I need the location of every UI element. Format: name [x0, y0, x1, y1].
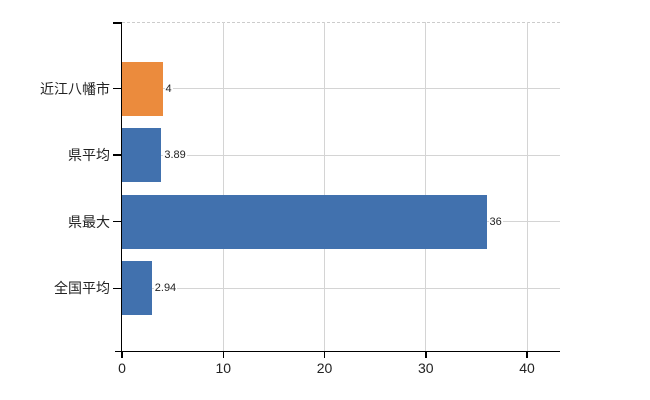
x-tick-label-40: 40 — [519, 360, 535, 376]
x-tick-label-20: 20 — [316, 360, 333, 376]
y-axis-category-tick-1 — [113, 154, 122, 156]
x-tick-label-30: 30 — [417, 360, 434, 376]
bar-value-label-2: 36 — [488, 213, 503, 230]
bar-value-label-1: 3.89 — [163, 147, 187, 164]
category-label-0: 近江八幡市 — [40, 80, 110, 97]
category-label-3: 全国平均 — [54, 280, 110, 297]
y-axis-top-cap-tick — [113, 22, 122, 24]
x-axis-tick-0 — [121, 352, 123, 358]
y-axis-category-tick-2 — [113, 220, 122, 223]
x-axis-tick-30 — [425, 352, 427, 358]
bar-3 — [122, 261, 152, 316]
x-axis-tick-20 — [323, 352, 326, 358]
category-label-2: 県最大 — [68, 213, 110, 230]
y-axis-category-tick-0 — [113, 87, 122, 90]
y-axis-line — [120, 22, 122, 358]
y-axis-category-tick-3 — [113, 287, 122, 290]
category-label-1: 県平均 — [68, 147, 110, 164]
bar-value-label-3: 2.94 — [153, 280, 178, 297]
x-tick-label-10: 10 — [215, 360, 232, 376]
bar-0 — [122, 61, 163, 116]
x-axis-tick-10 — [222, 352, 224, 358]
gridline-x-20 — [324, 22, 325, 352]
category-line-1 — [122, 154, 560, 156]
plot-top-border — [122, 22, 560, 23]
gridline-x-30 — [425, 22, 427, 352]
category-line-0 — [122, 88, 560, 89]
gridline-x-40 — [526, 22, 528, 352]
bar-2 — [122, 194, 487, 249]
x-axis-line — [115, 350, 560, 352]
bar-value-label-0: 4 — [164, 80, 173, 97]
bar-1 — [122, 128, 162, 183]
x-tick-label-0: 0 — [118, 360, 126, 376]
x-axis-tick-40 — [526, 352, 528, 358]
gridline-x-10 — [222, 22, 224, 352]
category-line-3 — [122, 287, 560, 289]
